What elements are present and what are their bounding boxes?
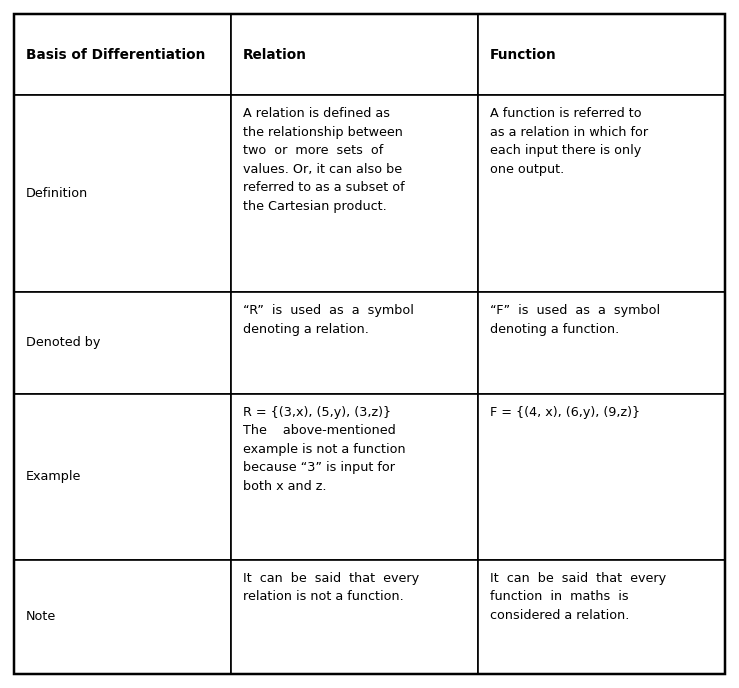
- Text: Basis of Differentiation: Basis of Differentiation: [26, 47, 205, 62]
- Bar: [231, 14, 477, 96]
- Text: A function is referred to
as a relation in which for
each input there is only
on: A function is referred to as a relation …: [489, 107, 647, 176]
- Bar: [477, 96, 725, 292]
- Bar: [14, 560, 231, 674]
- Text: A relation is defined as
the relationship between
two  or  more  sets  of
values: A relation is defined as the relationshi…: [243, 107, 404, 213]
- Bar: [14, 14, 231, 96]
- Text: R = {(3,x), (5,y), (3,z)}
The    above-mentioned
example is not a function
becau: R = {(3,x), (5,y), (3,z)} The above-ment…: [243, 406, 406, 493]
- Bar: [231, 96, 477, 292]
- Bar: [477, 560, 725, 674]
- Text: Function: Function: [489, 47, 556, 62]
- Text: F = {(4, x), (6,y), (9,z)}: F = {(4, x), (6,y), (9,z)}: [489, 406, 640, 419]
- Text: Note: Note: [26, 610, 56, 623]
- Bar: [477, 292, 725, 394]
- Bar: [14, 292, 231, 394]
- Bar: [14, 96, 231, 292]
- Bar: [231, 292, 477, 394]
- Bar: [477, 394, 725, 560]
- Bar: [231, 394, 477, 560]
- Text: Denoted by: Denoted by: [26, 336, 101, 350]
- Text: It  can  be  said  that  every
relation is not a function.: It can be said that every relation is no…: [243, 572, 419, 603]
- Text: “F”  is  used  as  a  symbol
denoting a function.: “F” is used as a symbol denoting a funct…: [489, 304, 660, 336]
- Text: Definition: Definition: [26, 187, 88, 200]
- Text: Example: Example: [26, 471, 81, 484]
- Bar: [231, 560, 477, 674]
- Text: It  can  be  said  that  every
function  in  maths  is
considered a relation.: It can be said that every function in ma…: [489, 572, 666, 622]
- Bar: [477, 14, 725, 96]
- Text: Relation: Relation: [243, 47, 307, 62]
- Text: “R”  is  used  as  a  symbol
denoting a relation.: “R” is used as a symbol denoting a relat…: [243, 304, 414, 336]
- Bar: [14, 394, 231, 560]
